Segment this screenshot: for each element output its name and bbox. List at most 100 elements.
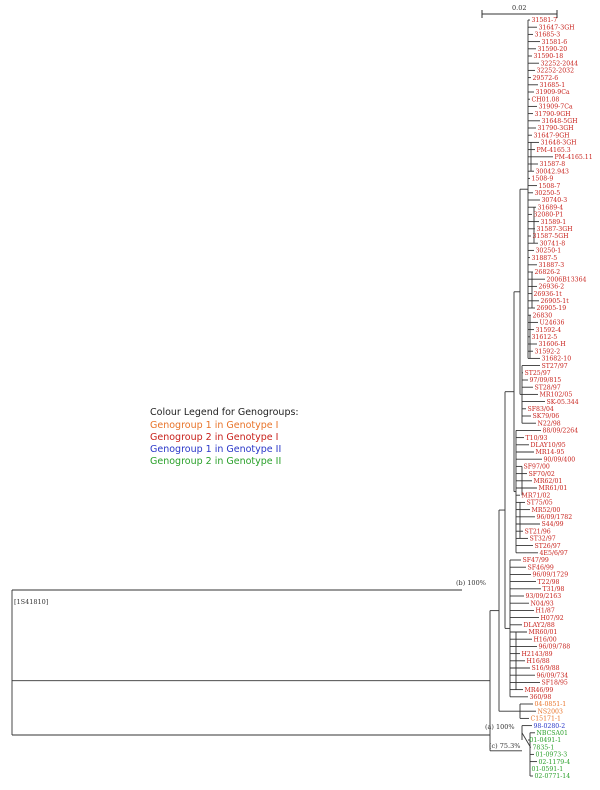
leaf-label: MR52/00 bbox=[532, 507, 561, 514]
leaf-label: 30741-8 bbox=[540, 240, 566, 247]
scale-bar-label: 0.02 bbox=[512, 4, 526, 12]
leaf-label: 31606-H bbox=[539, 341, 567, 348]
leaf-label: ST21/96 bbox=[525, 528, 551, 535]
leaf-label: 31587-3GH bbox=[537, 226, 574, 233]
leaf-label: S44/99 bbox=[542, 521, 564, 528]
leaf-label: SK79/06 bbox=[533, 413, 560, 420]
leaf-label: DLAY10/95 bbox=[531, 442, 566, 449]
leaf-label: MR71/02 bbox=[522, 492, 551, 499]
leaf-label: H16/88 bbox=[527, 658, 550, 665]
leaf-label: ST26/97 bbox=[535, 543, 561, 550]
leaf-label: C15171-1 bbox=[531, 716, 562, 723]
leaf-label: 31790-9GH bbox=[535, 111, 572, 118]
tree-branch bbox=[521, 732, 531, 747]
leaf-label: T10/93 bbox=[526, 435, 548, 442]
leaf-label: H2143/89 bbox=[522, 651, 553, 658]
leaf-label: 30042.943 bbox=[536, 168, 570, 175]
legend-item-g2-genotype1: Genogroup 2 in Genotype I bbox=[150, 432, 278, 443]
leaf-label: 1508-7 bbox=[539, 183, 561, 190]
leaf-label: 30740-3 bbox=[542, 197, 568, 204]
leaf-label: NBCSA01 bbox=[537, 730, 568, 737]
leaf-label: 01-0973-3 bbox=[536, 752, 568, 759]
leaf-label: 31682-10 bbox=[542, 356, 572, 363]
leaf-label: 01-0591-1 bbox=[532, 766, 564, 773]
node-a-label: (a) 100% bbox=[485, 723, 515, 731]
leaf-label: 31685-3 bbox=[535, 32, 561, 39]
leaf-label: 96/09/788 bbox=[539, 644, 571, 651]
leaf-label: CH01.08 bbox=[532, 96, 560, 103]
leaf-label: MR14-95 bbox=[536, 449, 565, 456]
leaf-label: 26936-2 bbox=[539, 284, 565, 291]
leaf-label: 32080-P1 bbox=[534, 212, 564, 219]
leaf-label: 02-0771-14 bbox=[535, 773, 571, 780]
leaf-label: 26826-2 bbox=[535, 269, 561, 276]
leaf-label: SF18/95 bbox=[542, 680, 568, 687]
leaf-label: ST75/05 bbox=[527, 500, 553, 507]
leaf-label: 96/09/1729 bbox=[533, 572, 569, 579]
leaf-label: 26830 bbox=[533, 312, 553, 319]
leaf-label: 31592-4 bbox=[536, 327, 562, 334]
leaf-label: 96/09/1782 bbox=[537, 514, 573, 521]
leaf-label: 32252-2032 bbox=[537, 68, 575, 75]
legend-item-g1-genotype2: Genogroup 1 in Genotype II bbox=[150, 444, 281, 455]
leaf-label: 88/09/2264 bbox=[543, 428, 579, 435]
leaf-label: H16/00 bbox=[534, 636, 557, 643]
leaf-label: 7835-1 bbox=[533, 744, 555, 751]
legend-item-g2-genotype2: Genogroup 2 in Genotype II bbox=[150, 456, 281, 467]
leaf-label: 31589-1 bbox=[541, 219, 567, 226]
leaf-label: T31/98 bbox=[543, 586, 565, 593]
color-legend: Colour Legend for Genogroups: Genogroup … bbox=[150, 407, 299, 467]
leaf-label: NS2003 bbox=[538, 708, 563, 715]
scale-bar: 0.02 bbox=[481, 4, 558, 18]
node-b-label: (b) 100% bbox=[456, 579, 486, 587]
leaf-label: 26936-1t bbox=[534, 291, 563, 298]
leaf-label: 31648-5GH bbox=[542, 118, 579, 125]
leaf-label: N04/93 bbox=[531, 600, 554, 607]
leaf-label: 32252-2044 bbox=[541, 60, 579, 67]
leaf-label: 04-0851-1 bbox=[535, 701, 567, 708]
leaf-label: MR62/01 bbox=[534, 478, 563, 485]
leaf-label: SF97/00 bbox=[524, 464, 550, 471]
leaf-label: ST28/97 bbox=[535, 384, 561, 391]
leaf-label: DLAY2/88 bbox=[524, 622, 555, 629]
legend-item-g1-genotype1: Genogroup 1 in Genotype I bbox=[150, 420, 278, 431]
leaf-label: 93/09/2163 bbox=[526, 593, 562, 600]
leaf-labels: 31581-731647-3GH31685-331581-631590-2031… bbox=[522, 17, 593, 780]
leaf-label: SK-05.344 bbox=[547, 399, 579, 406]
root-node-label: [1S41810] bbox=[14, 598, 48, 606]
leaf-label: 98-0280-2 bbox=[534, 723, 566, 730]
leaf-label: 31887-3 bbox=[539, 262, 565, 269]
leaf-label: T22/98 bbox=[538, 579, 560, 586]
leaf-label: 31648-3GH bbox=[541, 140, 578, 147]
legend-title: Colour Legend for Genogroups: bbox=[150, 407, 299, 418]
leaf-label: MR61/01 bbox=[539, 485, 568, 492]
leaf-label: 31590-18 bbox=[534, 53, 564, 60]
leaf-label: 31647-9GH bbox=[534, 132, 571, 139]
leaf-label: MR102/05 bbox=[540, 392, 573, 399]
leaf-label: 2006B13364 bbox=[547, 276, 587, 283]
leaf-label: 31581-6 bbox=[542, 39, 568, 46]
leaf-label: 31790-3GH bbox=[538, 125, 575, 132]
leaf-label: SF83/04 bbox=[528, 406, 554, 413]
leaf-label: ST25/97 bbox=[525, 370, 551, 377]
leaf-label: SF70/02 bbox=[529, 471, 555, 478]
leaf-label: 90/09/400 bbox=[544, 456, 576, 463]
leaf-label: PM-4165.11 bbox=[555, 154, 593, 161]
leaf-label: 31909-7Ca bbox=[539, 104, 573, 111]
leaf-label: 29572-6 bbox=[533, 75, 559, 82]
leaf-label: 1508-9 bbox=[532, 176, 554, 183]
leaf-label: 31909-9Ca bbox=[536, 89, 570, 96]
leaf-label: 4E5/6/97 bbox=[540, 550, 568, 557]
leaf-label: MR60/01 bbox=[529, 629, 558, 636]
leaf-label: 31581-7 bbox=[532, 17, 558, 24]
tree-branches bbox=[11, 19, 553, 777]
leaf-label: PM-4165.3 bbox=[537, 147, 571, 154]
leaf-label: SF46/99 bbox=[528, 564, 554, 571]
leaf-label: 30250-5 bbox=[535, 190, 561, 197]
leaf-label: 97/09/815 bbox=[530, 377, 562, 384]
leaf-label: 360/98 bbox=[530, 694, 552, 701]
leaf-label: 02-1179-4 bbox=[539, 759, 571, 766]
node-c-label: (c) 75.3% bbox=[489, 742, 520, 750]
